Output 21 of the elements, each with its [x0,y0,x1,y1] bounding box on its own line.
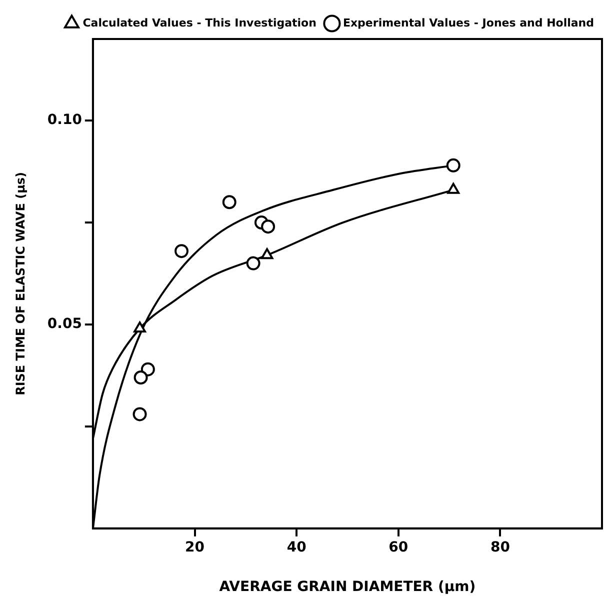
legend-label: Experimental Values - Jones and Holland [342,16,594,30]
point [222,195,236,210]
point [174,244,189,258]
x-tick-label: 80 [490,539,510,556]
point [261,220,276,234]
point [446,158,460,172]
point [447,182,460,194]
point [132,407,147,422]
point [246,256,260,270]
y-axis-title: RISE TIME OF ELASTIC WAVE (μs) [13,172,28,396]
point [140,362,155,376]
point [260,248,274,260]
point [134,370,148,384]
x-tick-label: 60 [388,539,408,556]
point [134,322,146,333]
x-axis-title: AVERAGE GRAIN DIAMETER (μm) [219,579,476,596]
x-tick-label: 40 [286,539,307,556]
x-tick-label: 20 [185,539,205,556]
y-tick-label: 0.05 [47,316,82,332]
legend-label: Calculated Values - This Investigation [82,16,316,30]
y-tick-label: 0.10 [47,112,82,128]
